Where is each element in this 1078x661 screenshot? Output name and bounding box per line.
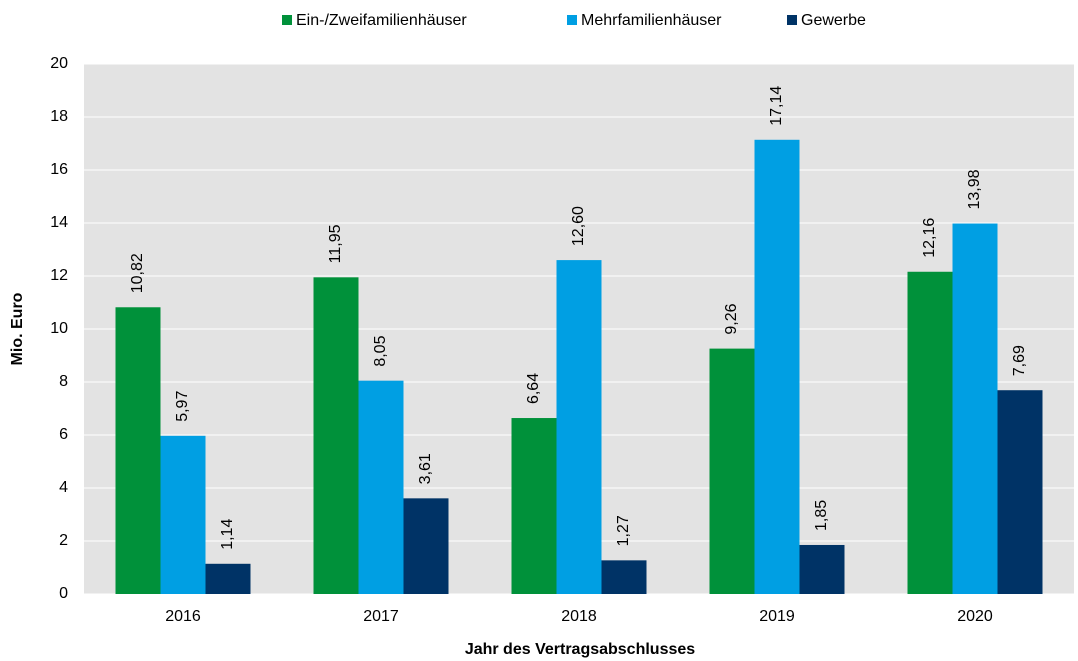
y-tick-label: 18 (50, 108, 68, 125)
bar (952, 223, 998, 594)
data-label: 1,85 (813, 500, 830, 531)
data-label: 1,14 (219, 519, 236, 550)
bar (907, 271, 953, 594)
data-label: 5,97 (174, 391, 191, 422)
x-tick-label: 2017 (363, 608, 399, 625)
y-tick-label: 0 (59, 585, 68, 602)
x-tick-label: 2020 (957, 608, 993, 625)
bar (313, 277, 359, 594)
data-label: 12,60 (570, 206, 587, 246)
y-axis-label: Mio. Euro (9, 292, 26, 365)
y-tick-label: 2 (59, 532, 68, 549)
bar (205, 563, 251, 594)
data-label: 1,27 (615, 515, 632, 546)
data-label: 3,61 (417, 453, 434, 484)
bar (997, 390, 1043, 594)
x-axis-label: Jahr des Vertragsabschlusses (465, 641, 695, 658)
y-tick-label: 14 (50, 214, 68, 231)
data-label: 8,05 (372, 335, 389, 366)
y-tick-label: 16 (50, 161, 68, 178)
bar (115, 307, 161, 594)
data-label: 11,95 (327, 224, 344, 263)
x-tick-label: 2019 (759, 608, 795, 625)
data-label: 7,69 (1011, 345, 1028, 376)
bar (403, 498, 449, 594)
data-label: 17,14 (768, 86, 785, 126)
y-tick-label: 12 (50, 267, 68, 284)
legend-swatch (787, 15, 797, 25)
y-tick-label: 10 (50, 320, 68, 337)
data-label: 9,26 (723, 303, 740, 334)
data-label: 13,98 (966, 169, 983, 209)
x-tick-label: 2016 (165, 608, 201, 625)
bar (160, 435, 206, 594)
bar (799, 544, 845, 594)
legend-label: Mehrfamilienhäuser (581, 12, 722, 29)
bar (601, 560, 647, 594)
legend-label: Gewerbe (801, 12, 866, 29)
x-tick-label: 2018 (561, 608, 597, 625)
legend-label: Ein-/Zweifamilienhäuser (296, 12, 467, 29)
data-label: 6,64 (525, 373, 542, 404)
y-tick-label: 6 (59, 426, 68, 443)
bar (709, 348, 755, 594)
legend-swatch (567, 15, 577, 25)
data-label: 10,82 (129, 253, 146, 293)
bar (358, 380, 404, 594)
legend-swatch (282, 15, 292, 25)
y-tick-label: 8 (59, 373, 68, 390)
data-label: 12,16 (921, 218, 938, 258)
y-tick-label: 4 (59, 479, 68, 496)
y-tick-label: 20 (50, 55, 68, 72)
bar (754, 139, 800, 595)
bar (556, 260, 602, 594)
bar (511, 418, 557, 594)
